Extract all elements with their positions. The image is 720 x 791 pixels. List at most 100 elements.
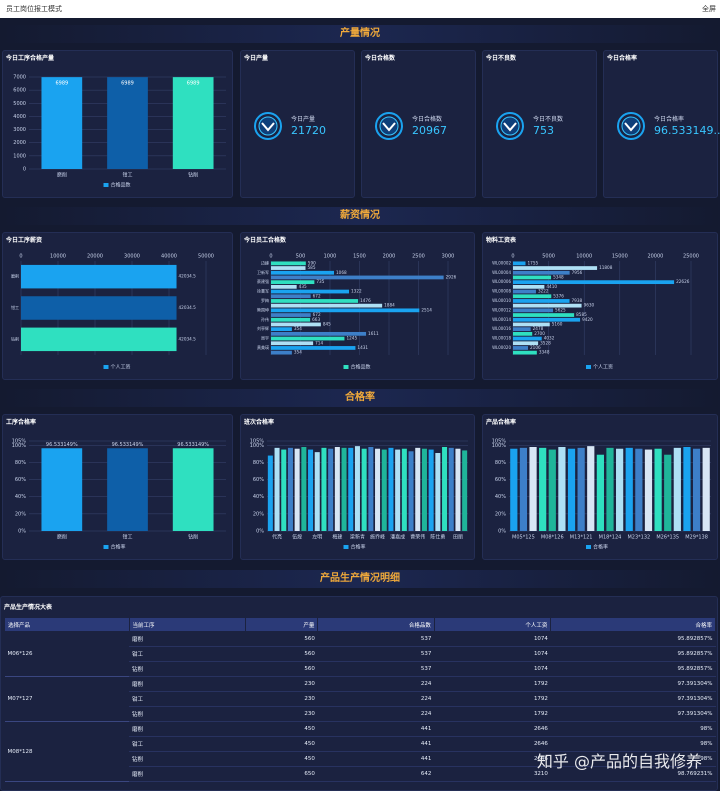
bar [271,266,306,270]
value-label: 735 [316,279,324,284]
chart-title: 今日员工合格数 [244,237,287,244]
bar [513,280,675,285]
table-cell: 224 [317,691,435,707]
kpi-label: 今日产量 [291,116,316,123]
bar [107,448,148,531]
legend-swatch [343,365,349,369]
table-cell: 1792 [434,691,551,707]
bar [341,447,347,531]
x-tick-label: 施乔峰 [370,534,385,541]
x-tick-label: 1500 [353,254,366,260]
y-tick-label: 105% [250,439,265,445]
table-title: 产品生产情况大表 [4,604,53,611]
chart-panel: 物料工资表 0 5000 10000 15000 20000 25000 WL00002 175… [482,232,718,380]
table-cell: 650 [245,766,318,782]
x-tick-label: 钻削 [188,534,198,541]
value-label: 3528 [540,340,551,345]
bar [616,448,624,531]
y-tick-label: 4000 [13,114,26,120]
chart: 0% 20% 40% 60% 80% 100%105% M05*125 M08*126 M13*… [492,439,711,551]
bar [271,280,315,285]
x-tick-label: M29*138 [685,535,708,541]
table-cell: 537 [317,631,435,647]
bar [513,289,536,294]
table-row: 钻削 450 441 2646 98% [5,751,716,767]
x-tick-label: 钳工 [122,534,132,541]
y-tick-label: 100% [12,443,27,449]
bar [395,449,401,531]
chart-panel: 今日员工合格数 0 500 1000 1500 2000 2500 3000 边峰 590 585 卫… [240,232,475,380]
bar [415,447,421,531]
value-label: 672 [313,293,321,298]
table-cell: 1792 [434,676,551,692]
value-label: 590 [308,260,316,265]
table-cell: 560 [245,661,318,677]
y-tick-label: 1000 [13,153,26,159]
kpi-card: 今日不良数 今日不良数 753 [482,50,597,198]
value-label: 11808 [599,265,613,270]
bar [548,449,556,531]
y-tick-label: 60% [495,477,506,483]
bar [513,336,542,341]
fullscreen-button[interactable]: 全屏 [702,5,716,13]
table-cell: 1074 [434,661,551,677]
y-tick-label: 0% [498,529,506,535]
bar [558,447,566,531]
value-label: 9420 [582,317,593,322]
bar [673,447,681,531]
bar [692,448,701,531]
x-tick-label: 钳工 [122,172,132,179]
bar [435,453,441,531]
bar [271,284,297,289]
x-tick-label: 陈仕勇 [430,534,445,541]
bar [21,296,177,320]
table-row: 钳工 560 537 1074 95.892857% [5,646,716,662]
table-cell: 3210 [434,766,551,782]
table-cell: 1074 [434,631,551,647]
table-cell: 钻削 [129,751,246,767]
legend-label: 合格率 [351,544,366,551]
bar [348,447,354,531]
table-panel: 产品生产情况大表 选择产品 当前工序 产量 合格品数 个人工资 合格率 M06*126 磨削 5… [0,596,718,791]
bar [587,446,595,531]
bar [513,299,570,303]
bar [539,447,547,531]
bar [271,294,311,299]
value-label: 6989 [55,81,68,87]
kpi-card: 今日合格率 今日合格率 96.533149... [603,50,720,198]
watermark: 知乎 @产品的自我修养 [536,752,702,771]
bar [577,447,585,531]
bar [375,448,381,531]
table-cell: 450 [245,721,318,737]
value-label: 1476 [360,298,371,303]
x-tick-label: 代亮 [272,534,282,541]
bar [271,350,292,355]
value-label: 42034.5 [179,274,197,279]
x-tick-label: 25000 [683,254,699,260]
x-tick-label: 伍煌 [292,534,302,541]
x-tick-label: 40000 [161,254,177,260]
x-tick-label: 2500 [412,254,425,260]
x-tick-label: 田丽 [453,535,463,541]
table-cell: 2646 [434,751,551,767]
chart: 0 1000 2000 3000 4000 5000 6000 7000 磨削 6989 钳工 698… [13,75,226,189]
y-tick-label: 5000 [13,101,26,107]
icon-core [258,116,278,136]
y-tick-label: 钳工 [11,304,19,310]
legend-swatch [343,545,349,549]
value-label: 1068 [336,270,347,275]
bar [519,447,528,531]
y-tick-label: 7000 [13,75,26,81]
bar [510,448,518,531]
x-tick-label: 3000 [442,254,455,260]
x-tick-label: 曹荣伟 [410,534,425,541]
value-label: 96.533149% [112,442,144,448]
table-cell: 441 [317,736,435,752]
y-tick-label: 2000 [13,140,26,146]
chart: 0 5000 10000 15000 20000 25000 WL00002 1755 1180… [492,254,699,371]
value-label: 354 [294,326,302,331]
section-title: 产量情况 [0,25,720,43]
bar [172,77,214,169]
bar [702,447,710,531]
table-row: 钻削 560 537 1074 95.892857% [5,661,716,677]
